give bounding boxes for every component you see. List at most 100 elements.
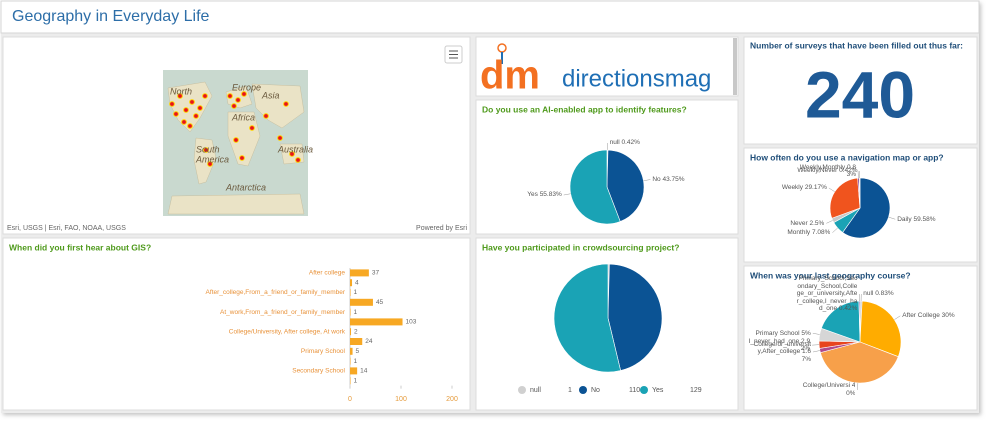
chart-title: How often do you use a navigation map or… [750,152,944,162]
pie-label: Daily 59.58% [897,216,935,223]
value-label: 1 [354,309,358,316]
counter-title: Number of surveys that have been filled … [750,40,963,50]
pie-label-box: Primary_School,Secondary_School,College_… [795,274,858,314]
value-label: 103 [406,319,417,326]
header-title: Geography in Everyday Life [12,8,210,25]
pie-label-value: 0.42% [838,305,858,313]
category-label: After college [309,270,346,277]
pie-label-value: 0.42% [839,167,858,175]
bar [350,338,363,345]
legend-name: Yes [652,387,664,394]
pie-label-box: Never 2.5% [762,203,824,243]
pie-label-value: 5% [801,329,811,337]
legend-icon [449,50,458,59]
pie-label: College/Universi 40% [803,382,856,397]
pie-label-box: Weekly,Never 0.42% [796,151,857,191]
pie-label: Never 2.5% [762,203,824,243]
map-label: America [195,154,229,164]
pie-label-box: null 0.83% [863,274,925,314]
leader-line [832,227,838,233]
map-powered-by: Powered by Esri [416,225,467,232]
scrollbar[interactable] [733,38,737,95]
pie-label-name: null [609,139,620,147]
pie-label-text: null 0.42% [610,139,640,146]
pie-label: After College 30% [902,296,964,336]
pie-label-name: I_never_had_one [748,337,800,345]
legend-name: null [530,387,541,394]
category-label: College/University, After college, At wo… [229,328,346,335]
pie-label-value: 43.75% [662,175,685,183]
pie-label-text: Primary_School,Secondary_School,College_… [795,275,858,313]
value-label: 5 [356,348,360,355]
chart-title: When did you first hear about GIS? [9,242,151,252]
pie-label-value: 1.67% [801,348,812,363]
pie-label: Primary_School,Secondary_School,College_… [795,274,858,314]
header-bar [0,0,980,34]
pie-slice [553,263,621,373]
pie-slice [829,177,861,219]
pie-label-text: Daily 59.58% [897,216,935,223]
leader-line [894,315,901,320]
pie-label-value: 40% [846,382,856,397]
counter-panel [743,36,978,145]
pie-label-box: College/or_university,After_college 1.67… [749,332,811,372]
pie-label-name: Weekly [781,184,804,192]
pie-label-value: 7.08% [811,228,831,236]
pie-label: Weekly 29.17% [782,184,827,191]
value-label: 37 [372,270,380,277]
pie-label-text: College/or_university,After_college 1.67… [749,341,811,363]
value-label: 14 [360,368,368,375]
pie-slice [820,300,861,343]
pie-label-box: Yes 55.83% [500,175,562,215]
value-label: 4 [355,279,359,286]
pie-label-box: Monthly 7.08% [768,213,830,253]
value-label: 1 [354,358,358,365]
bar [350,347,353,355]
legend-value: 129 [690,387,702,394]
chart-title: Have you participated in crowdsourcing p… [482,242,679,252]
bar [350,377,351,385]
map-label: Antarctica [225,182,266,192]
pie-label-text: Weekly 29.17% [782,184,827,191]
pie-label: Monthly 7.08% [768,213,830,253]
pie-label-value: 0.83% [846,163,857,179]
logo-panel [475,36,739,97]
pie-label-name: College/or_university,After_college [753,340,812,356]
bar [350,298,373,306]
category-label: Primary School [301,348,346,355]
pie-slice [606,149,645,222]
pie-label: I_never_had_one 2.92% [748,338,810,353]
logo-name: directionsmag [562,65,711,92]
pie-slice [842,177,891,239]
pie-label-value: 0.42% [621,139,640,147]
pie-label-box: Primary School 5% [749,313,811,353]
pie-label-text: Primary School 5% [756,330,811,337]
pie-label: null 0.83% [863,274,925,314]
pie-label-name: Never [790,219,808,227]
pie-label-name: Yes [527,191,538,199]
bar [350,318,403,326]
pie-label-text: null 0.83% [863,290,893,297]
legend-swatch [640,386,648,394]
x-tick-label: 200 [446,396,458,403]
pie-label-name: Primary_School,Secondary_School,College_… [796,275,858,313]
bar [350,357,351,365]
category-label: After_college,From_a_friend_or_family_me… [206,289,346,296]
counter-value: 240 [805,57,915,131]
pie-label: Weekly,Monthly 0.83% [794,151,856,191]
pie-label: Yes 55.83% [500,175,562,215]
value-label: 1 [354,377,358,384]
pie-slice [858,177,861,209]
pie-label-text: Never 2.5% [790,220,824,227]
pie-label-box: No 43.75% [652,160,714,200]
pie-label-value: 55.83% [539,191,562,199]
pie-label-text: I_never_had_one 2.92% [748,338,810,353]
pie-label-text: Weekly,Never 0.42% [797,167,857,174]
leader-line [812,350,820,353]
leader-line [888,216,896,220]
pie-label: Weekly,Never 0.42% [796,151,857,191]
value-label: 24 [365,338,373,345]
pie-label-box: After College 30% [902,296,964,336]
pie-label-box: Weekly,Monthly 0.83% [794,151,856,191]
x-tick-label: 100 [395,396,407,403]
